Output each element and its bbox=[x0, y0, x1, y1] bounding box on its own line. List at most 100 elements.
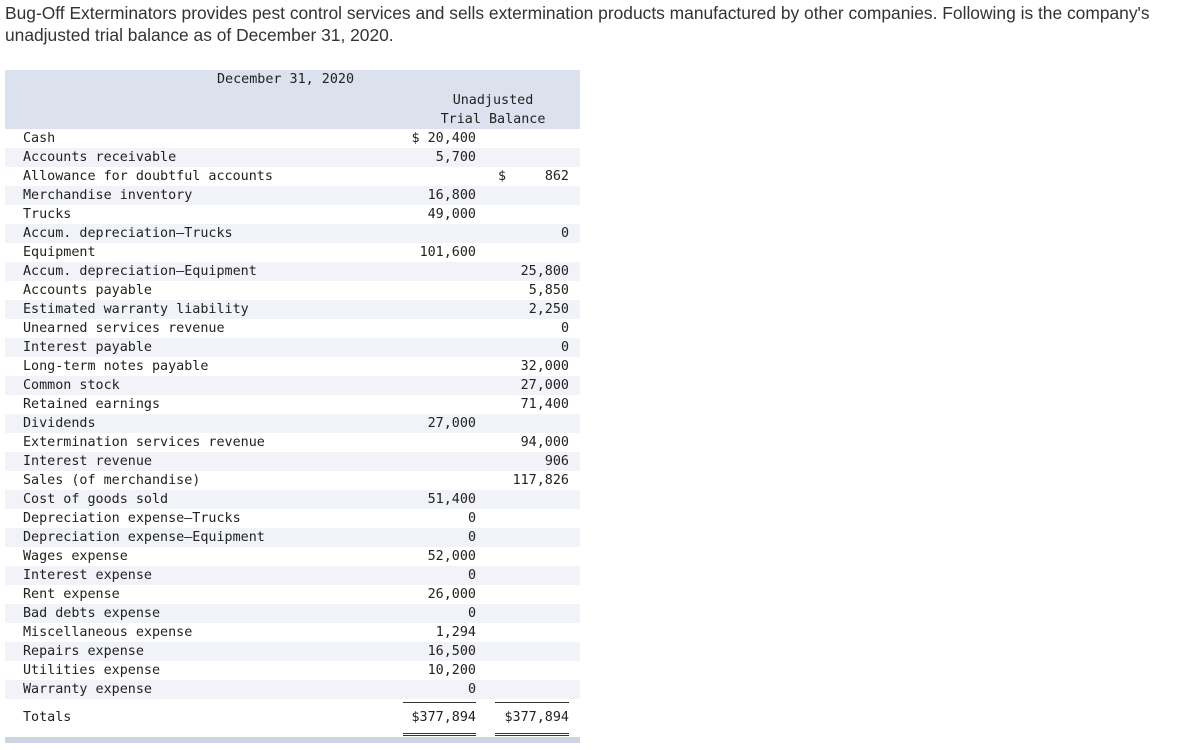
account-name: Repairs expense bbox=[23, 644, 144, 659]
account-name: Long-term notes payable bbox=[23, 359, 209, 374]
table-row: Bad debts expense 0 bbox=[5, 604, 580, 623]
account-name: Warranty expense bbox=[23, 682, 152, 697]
account-name: Utilities expense bbox=[23, 663, 161, 678]
debit-amount: 49,000 bbox=[427, 207, 476, 222]
table-row: Wages expense 52,000 bbox=[5, 547, 580, 566]
credit-amount: 71,400 bbox=[520, 397, 569, 412]
table-row: Allowance for doubtful accounts $862 bbox=[5, 167, 580, 186]
debit-amount: 0 bbox=[467, 682, 476, 697]
credit-amount: 862 bbox=[544, 169, 569, 184]
debit-amount: 16,500 bbox=[427, 644, 476, 659]
table-row: Retained earnings 71,400 bbox=[5, 395, 580, 414]
account-name: Dividends bbox=[23, 416, 96, 431]
trial-balance-table: December 31, 2020 Unadjusted Trial Balan… bbox=[5, 70, 580, 743]
account-name: Miscellaneous expense bbox=[23, 625, 193, 640]
account-name: Extermination services revenue bbox=[23, 435, 265, 450]
table-row: Miscellaneous expense 1,294 bbox=[5, 623, 580, 642]
debit-amount: 5,700 bbox=[435, 150, 476, 165]
account-name: Estimated warranty liability bbox=[23, 302, 249, 317]
column-header-line1: Unadjusted bbox=[452, 93, 534, 108]
credit-amount: 5,850 bbox=[528, 283, 569, 298]
debit-amount: 26,000 bbox=[427, 587, 476, 602]
totals-label: Totals bbox=[23, 710, 72, 725]
totals-debit: $377,894 bbox=[403, 702, 476, 736]
credit-amount: 94,000 bbox=[520, 435, 569, 450]
table-row: Long-term notes payable 32,000 bbox=[5, 357, 580, 376]
debit-amount: 101,600 bbox=[419, 245, 476, 260]
debit-amount: 0 bbox=[467, 511, 476, 526]
table-row: Merchandise inventory 16,800 bbox=[5, 186, 580, 205]
table-row: Repairs expense 16,500 bbox=[5, 642, 580, 661]
table-row: Cash $ 20,400 bbox=[5, 129, 580, 148]
credit-amount: 27,000 bbox=[520, 378, 569, 393]
table-row: Accum. depreciation—Equipment 25,800 bbox=[5, 262, 580, 281]
debit-amount: 0 bbox=[467, 530, 476, 545]
debit-amount: $ 20,400 bbox=[411, 131, 477, 146]
debit-amount: 0 bbox=[467, 606, 476, 621]
table-row: Equipment 101,600 bbox=[5, 243, 580, 262]
credit-amount: 0 bbox=[560, 226, 569, 241]
account-name: Merchandise inventory bbox=[23, 188, 193, 203]
table-row: Depreciation expense—Equipment 0 bbox=[5, 528, 580, 547]
account-name: Interest revenue bbox=[23, 454, 152, 469]
credit-amount: 25,800 bbox=[520, 264, 569, 279]
account-name: Depreciation expense—Equipment bbox=[23, 530, 265, 545]
account-name: Retained earnings bbox=[23, 397, 161, 412]
credit-amount: 117,826 bbox=[512, 473, 569, 488]
table-row: Interest payable 0 bbox=[5, 338, 580, 357]
table-row: Common stock 27,000 bbox=[5, 376, 580, 395]
table-row: Estimated warranty liability 2,250 bbox=[5, 300, 580, 319]
account-name: Allowance for doubtful accounts bbox=[23, 169, 273, 184]
account-name: Accounts payable bbox=[23, 283, 152, 298]
table-row: Cost of goods sold 51,400 bbox=[5, 490, 580, 509]
debit-amount: 1,294 bbox=[435, 625, 476, 640]
credit-amount: 2,250 bbox=[528, 302, 569, 317]
table-row: Trucks 49,000 bbox=[5, 205, 580, 224]
table-row: Interest revenue 906 bbox=[5, 452, 580, 471]
table-body: Cash $ 20,400 Accounts receivable 5,700 Allo… bbox=[5, 129, 580, 699]
table-row: Warranty expense 0 bbox=[5, 680, 580, 699]
credit-amount: 32,000 bbox=[520, 359, 569, 374]
table-row: Accounts receivable 5,700 bbox=[5, 148, 580, 167]
table-row: Utilities expense 10,200 bbox=[5, 661, 580, 680]
table-header: December 31, 2020 Unadjusted Trial Balan… bbox=[5, 70, 580, 129]
debit-amount: 52,000 bbox=[427, 549, 476, 564]
debit-amount: 0 bbox=[467, 568, 476, 583]
column-header: Unadjusted Trial Balance bbox=[403, 91, 583, 129]
column-header-line2: Trial Balance bbox=[440, 112, 546, 127]
totals-row: Totals $377,894 $377,894 bbox=[5, 699, 580, 737]
account-name: Interest payable bbox=[23, 340, 152, 355]
date-header: December 31, 2020 bbox=[217, 72, 355, 87]
debit-amount: 16,800 bbox=[427, 188, 476, 203]
table-row: Extermination services revenue 94,000 bbox=[5, 433, 580, 452]
credit-amount: 906 bbox=[544, 454, 569, 469]
account-name: Equipment bbox=[23, 245, 96, 260]
account-name: Accum. depreciation—Trucks bbox=[23, 226, 233, 241]
debit-amount: 27,000 bbox=[427, 416, 476, 431]
account-name: Interest expense bbox=[23, 568, 152, 583]
table-row: Dividends 27,000 bbox=[5, 414, 580, 433]
table-row: Interest expense 0 bbox=[5, 566, 580, 585]
account-name: Common stock bbox=[23, 378, 120, 393]
credit-amount: 0 bbox=[560, 321, 569, 336]
intro-text: Bug-Off Exterminators provides pest cont… bbox=[5, 3, 1150, 45]
account-name: Accum. depreciation—Equipment bbox=[23, 264, 257, 279]
account-name: Cash bbox=[23, 131, 56, 146]
table-row: Rent expense 26,000 bbox=[5, 585, 580, 604]
account-name: Wages expense bbox=[23, 549, 128, 564]
account-name: Unearned services revenue bbox=[23, 321, 225, 336]
table-row: Unearned services revenue 0 bbox=[5, 319, 580, 338]
credit-dollar-sign: $ bbox=[498, 169, 507, 184]
table-row: Accounts payable 5,850 bbox=[5, 281, 580, 300]
credit-amount: 0 bbox=[560, 340, 569, 355]
account-name: Accounts receivable bbox=[23, 150, 177, 165]
table-row: Sales (of merchandise) 117,826 bbox=[5, 471, 580, 490]
debit-amount: 10,200 bbox=[427, 663, 476, 678]
table-footer-bar bbox=[5, 737, 580, 743]
account-name: Cost of goods sold bbox=[23, 492, 169, 507]
debit-amount: 51,400 bbox=[427, 492, 476, 507]
account-name: Rent expense bbox=[23, 587, 120, 602]
table-row: Depreciation expense—Trucks 0 bbox=[5, 509, 580, 528]
totals-credit: $377,894 bbox=[495, 702, 569, 736]
account-name: Bad debts expense bbox=[23, 606, 161, 621]
